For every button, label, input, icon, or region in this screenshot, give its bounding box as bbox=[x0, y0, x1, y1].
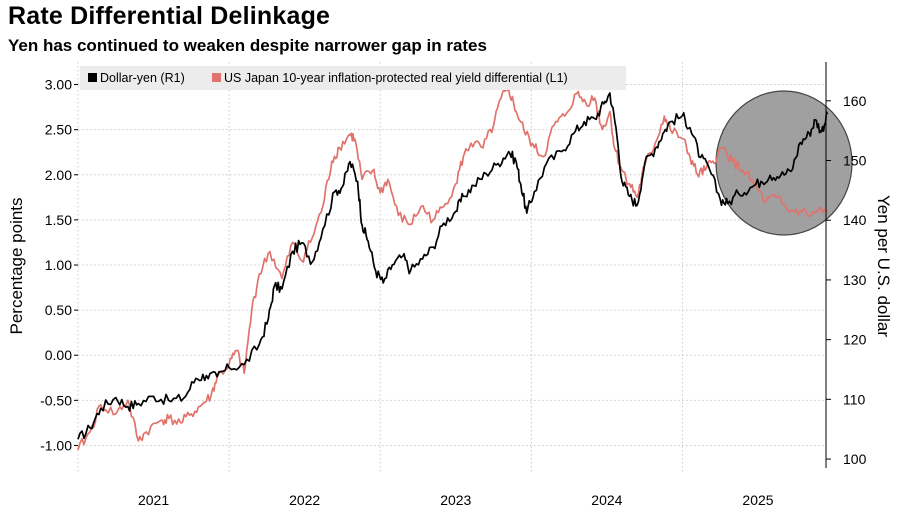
right-axis-tick-label: 120 bbox=[843, 332, 867, 348]
right-axis-tick-label: 140 bbox=[843, 212, 867, 228]
x-axis-tick-label: 2025 bbox=[742, 492, 773, 508]
left-axis-tick-label: 3.00 bbox=[45, 77, 72, 93]
left-axis-ticks: 3.00 2.50 2.00 1.50 1.00 0.50 0.00 -0.50 -1.00 bbox=[40, 77, 78, 453]
x-axis-tick-label: 2021 bbox=[138, 492, 169, 508]
legend: Dollar-yen (R1) US Japan 10-year inflati… bbox=[80, 66, 626, 90]
right-axis-tick-label: 130 bbox=[843, 272, 867, 288]
x-axis-tick-label: 2024 bbox=[591, 492, 622, 508]
series-line-dollar-yen bbox=[77, 92, 829, 440]
chart-subtitle: Yen has continued to weaken despite narr… bbox=[8, 36, 487, 55]
legend-label-real-yield-differential: US Japan 10-year inflation-protected rea… bbox=[224, 71, 568, 85]
left-axis-title: Percentage points bbox=[7, 197, 26, 334]
legend-box bbox=[80, 66, 626, 90]
right-axis-tick-label: 150 bbox=[843, 153, 867, 169]
series-layer bbox=[77, 87, 829, 451]
x-axis-ticks: 2021 2022 2023 2024 2025 bbox=[138, 492, 774, 508]
left-axis-tick-label: 2.00 bbox=[45, 167, 72, 183]
left-axis-tick-label: 1.00 bbox=[45, 257, 72, 273]
legend-swatch-real-yield-differential bbox=[212, 73, 221, 82]
x-axis-tick-label: 2023 bbox=[440, 492, 471, 508]
left-axis-tick-label: 1.50 bbox=[45, 212, 72, 228]
x-axis-tick-label: 2022 bbox=[289, 492, 320, 508]
chart-title: Rate Differential Delinkage bbox=[8, 2, 331, 30]
grid-layer bbox=[77, 62, 826, 472]
left-axis-tick-label: 0.00 bbox=[45, 347, 72, 363]
left-axis-tick-label: -0.50 bbox=[40, 392, 72, 408]
right-axis-ticks: 160 150 140 130 120 110 100 bbox=[825, 62, 867, 468]
right-axis-tick-label: 100 bbox=[843, 451, 867, 467]
left-axis-tick-label: 2.50 bbox=[45, 122, 72, 138]
right-axis-title: Yen per U.S. dollar bbox=[874, 195, 893, 337]
left-axis-tick-label: 0.50 bbox=[45, 302, 72, 318]
left-axis-tick-label: -1.00 bbox=[40, 437, 72, 453]
right-axis-tick-label: 110 bbox=[843, 391, 866, 407]
legend-swatch-dollar-yen bbox=[88, 73, 97, 82]
right-axis-tick-label: 160 bbox=[843, 93, 867, 109]
legend-label-dollar-yen: Dollar-yen (R1) bbox=[100, 71, 185, 85]
